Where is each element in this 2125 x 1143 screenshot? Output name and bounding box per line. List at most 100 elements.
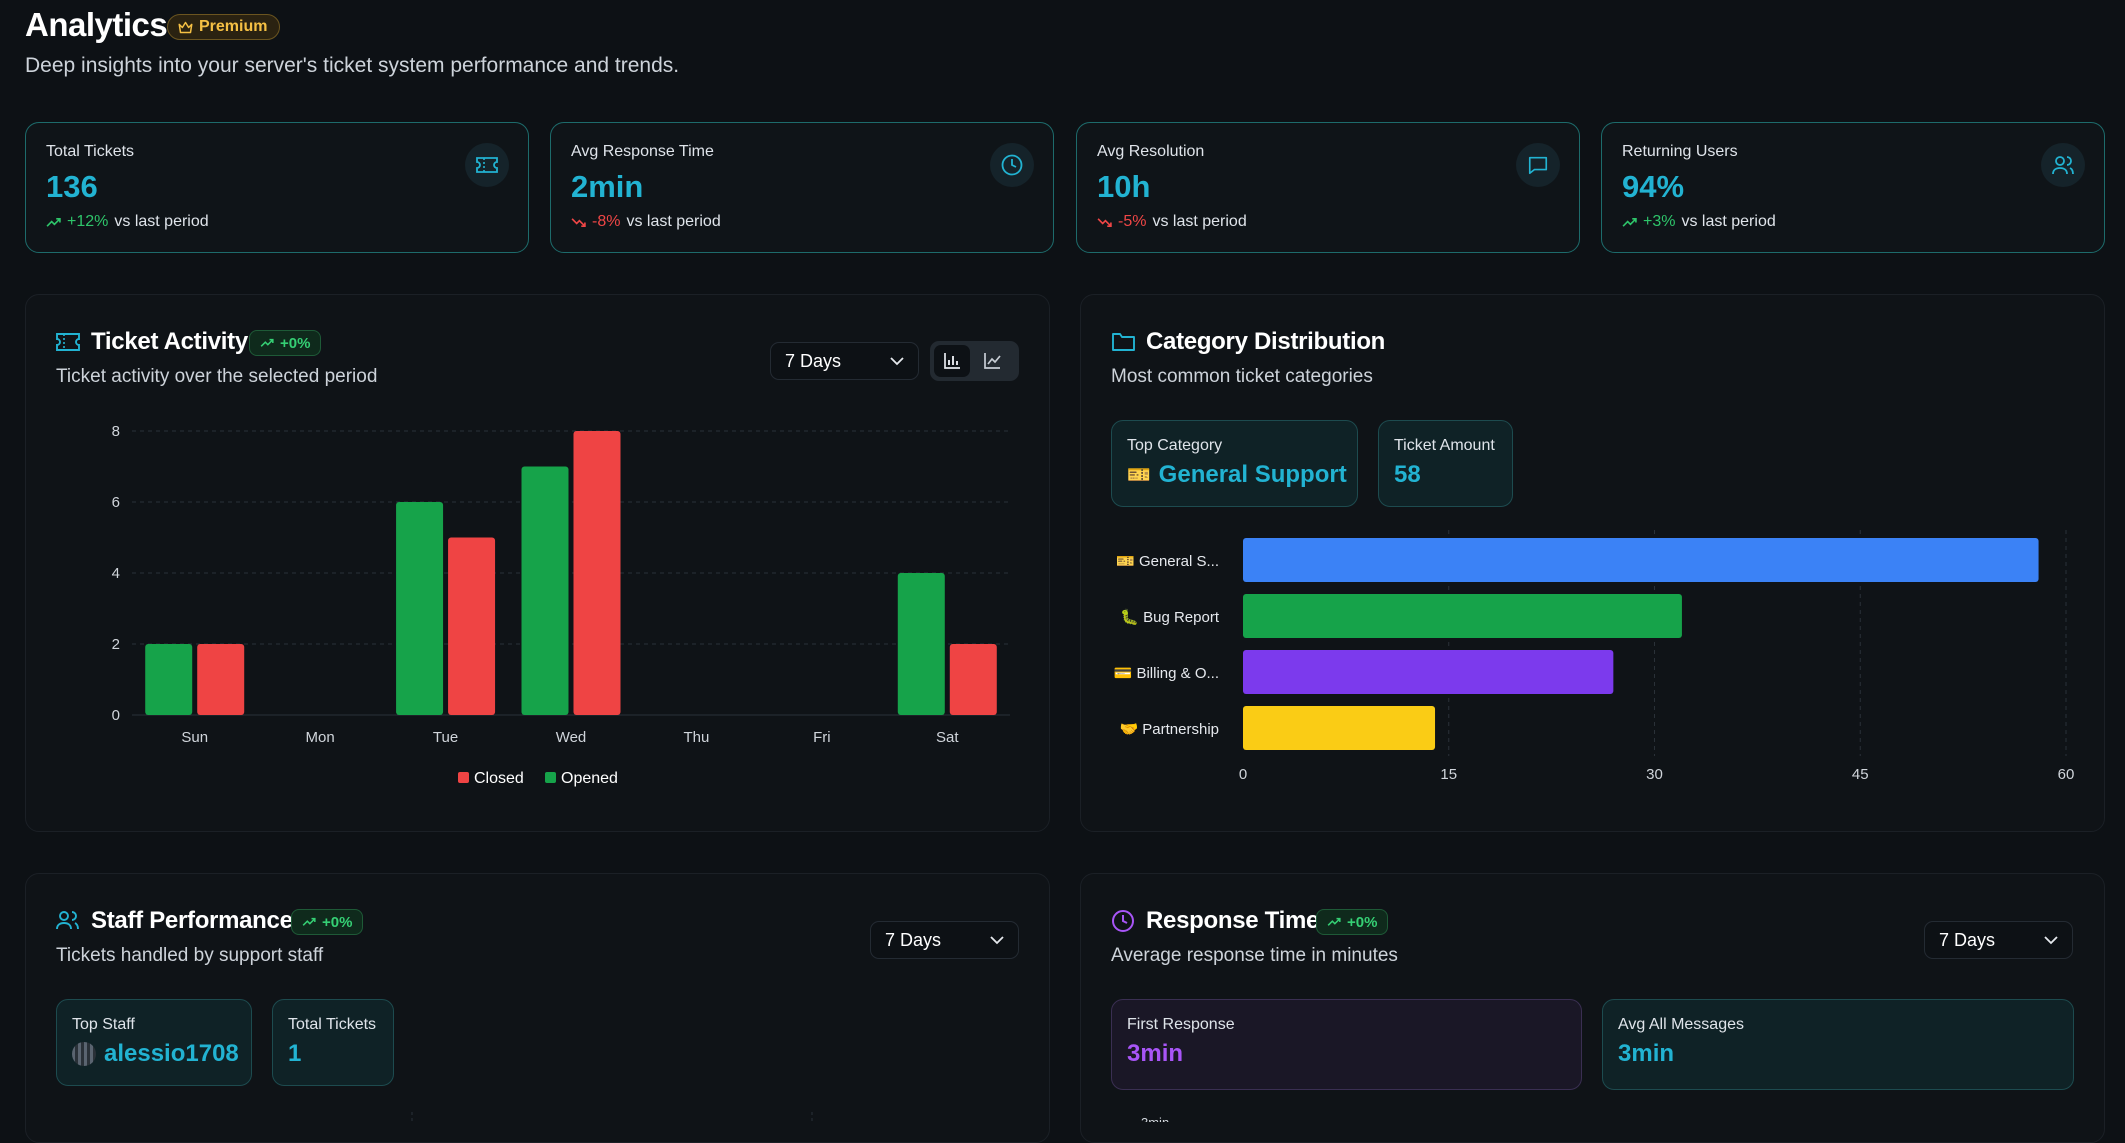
ticket-activity-range-select[interactable]: 7 Days	[770, 342, 919, 380]
ticket-emoji-icon: 🎫	[1127, 465, 1151, 486]
top-staff-label: Top Staff	[72, 1016, 135, 1033]
x-tick-label: 60	[2058, 766, 2075, 783]
staff-performance-badge: +0%	[291, 909, 364, 935]
stat-card-total-tickets: Total Tickets 136 +12% vs last period	[25, 122, 529, 253]
category-bar	[1243, 594, 1682, 638]
stat-card-avg-response: Avg Response Time 2min -8% vs last perio…	[550, 122, 1054, 253]
x-tick-label: Sat	[936, 729, 959, 746]
clock-icon	[1112, 910, 1134, 932]
message-icon	[1516, 143, 1560, 187]
folder-icon	[1112, 333, 1135, 351]
trend-up-icon	[1622, 217, 1637, 227]
chevron-down-icon	[890, 356, 904, 365]
badge-value: +0%	[322, 913, 353, 931]
x-tick-label: Wed	[556, 729, 587, 746]
legend-label: Opened	[561, 770, 618, 787]
staff-performance-subtitle: Tickets handled by support staff	[56, 945, 324, 966]
ticket-activity-subtitle: Ticket activity over the selected period	[56, 366, 378, 387]
y-tick-label: 4	[112, 565, 120, 582]
avg-all-messages-label: Avg All Messages	[1618, 1016, 1744, 1033]
top-staff-card: Top Staff alessio1708	[56, 999, 252, 1086]
badge-value: +0%	[1347, 913, 1378, 931]
stat-change: +3%	[1643, 213, 1676, 230]
stat-change: -8%	[592, 213, 621, 230]
top-category-label: Top Category	[1127, 437, 1223, 454]
y-tick-label: 8	[112, 423, 120, 440]
range-value: 7 Days	[885, 929, 942, 950]
ticket-activity-title: Ticket Activity	[91, 328, 248, 355]
premium-label: Premium	[199, 18, 268, 35]
y-tick-label: 2	[112, 636, 120, 653]
total-tickets-card: Total Tickets 1	[272, 999, 394, 1086]
total-tickets-value: 1	[288, 1040, 302, 1067]
total-tickets-label: Total Tickets	[288, 1016, 377, 1033]
staff-chart-gridlines	[411, 1112, 813, 1122]
staff-performance-title: Staff Performance	[91, 907, 293, 934]
ticket-activity-panel	[25, 294, 1050, 832]
avg-all-messages-card: Avg All Messages 3min	[1602, 999, 2074, 1090]
category-bar	[1243, 538, 2039, 582]
trend-down-icon	[1097, 217, 1112, 227]
category-bar	[1243, 650, 1614, 694]
trend-down-icon	[571, 217, 586, 227]
stat-suffix: vs last period	[1681, 213, 1776, 230]
ticket-icon	[465, 143, 509, 187]
crown-icon	[178, 21, 193, 33]
ticket-icon	[56, 333, 80, 351]
top-category-card: Top Category 🎫 General Support	[1111, 420, 1358, 507]
chart-type-toggle	[930, 341, 1019, 381]
x-tick-label: 45	[1852, 766, 1869, 783]
response-time-subtitle: Average response time in minutes	[1111, 945, 1398, 966]
category-distribution-chart: 0 15 30 45 60 🎫 General S... 🐛 Bug Report 💳 Bil…	[1114, 530, 2075, 783]
users-icon	[56, 911, 79, 930]
x-tick-label: Mon	[306, 729, 335, 746]
response-time-title: Response Time	[1146, 907, 1320, 934]
category-label: 🤝 Partnership	[1119, 721, 1219, 738]
bar-opened	[145, 644, 193, 715]
category-label: 💳 Billing & O...	[1114, 665, 1219, 682]
stat-suffix: vs last period	[114, 213, 209, 230]
stat-suffix: vs last period	[626, 213, 721, 230]
stat-trend: +3% vs last period	[1622, 213, 1776, 231]
first-response-card: First Response 3min	[1111, 999, 1582, 1090]
stat-label: Returning Users	[1622, 143, 1738, 160]
stat-label: Avg Response Time	[571, 143, 714, 160]
stat-label: Avg Resolution	[1097, 143, 1205, 160]
top-category-value-row: 🎫 General Support	[1127, 461, 1347, 489]
legend-swatch	[545, 772, 556, 783]
stat-value: 136	[46, 169, 98, 204]
y-tick-label: 6	[112, 494, 120, 511]
x-tick-label: Fri	[813, 729, 831, 746]
ticket-amount-card: Ticket Amount 58	[1378, 420, 1513, 507]
response-time-range-select[interactable]: 7 Days	[1924, 921, 2073, 959]
staff-performance-range-select[interactable]: 7 Days	[870, 921, 1019, 959]
line-chart-button[interactable]	[974, 345, 1010, 377]
stat-change: -5%	[1118, 213, 1147, 230]
page-subtitle: Deep insights into your server's ticket …	[25, 54, 680, 77]
range-value: 7 Days	[1939, 929, 1996, 950]
category-label: 🎫 General S...	[1116, 553, 1219, 570]
stat-label: Total Tickets	[46, 143, 135, 160]
first-response-label: First Response	[1127, 1016, 1235, 1033]
bar-closed	[573, 431, 621, 715]
bar-closed	[949, 644, 997, 715]
x-tick-label: Sun	[181, 729, 208, 746]
category-label: 🐛 Bug Report	[1120, 608, 1220, 626]
category-bar	[1243, 706, 1436, 750]
response-chart-peek-label: 3min	[1141, 1112, 1169, 1122]
bar-chart-button[interactable]	[934, 345, 970, 377]
bar-closed	[197, 644, 245, 715]
stat-value: 94%	[1622, 169, 1685, 204]
bar-opened	[897, 573, 945, 715]
x-tick-label: Thu	[683, 729, 709, 746]
ticket-activity-chart: 0 2 4 6 8 Sun Mon Tue Wed Thu Fri Sat Closed Opened	[112, 423, 1010, 787]
ticket-activity-badge: +0%	[249, 330, 322, 356]
badge-value: +0%	[280, 334, 311, 352]
avg-all-messages-value: 3min	[1618, 1040, 1675, 1067]
bar-opened	[396, 502, 444, 715]
x-tick-label: 15	[1440, 766, 1457, 783]
category-distribution-title: Category Distribution	[1146, 328, 1386, 355]
top-category-value: General Support	[1158, 461, 1347, 488]
trend-up-icon	[260, 338, 274, 347]
range-value: 7 Days	[785, 350, 842, 371]
